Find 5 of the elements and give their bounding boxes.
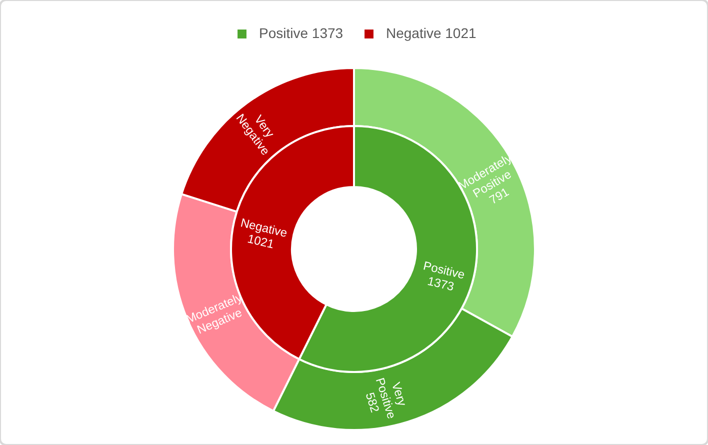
- slice-label: Very Positive 582: [362, 376, 410, 421]
- legend-label: Negative 1021: [386, 25, 477, 41]
- category-label: Positive 1373: [422, 258, 466, 294]
- legend-label: Positive 1373: [259, 25, 344, 41]
- category-label: Negative 1021: [239, 216, 289, 252]
